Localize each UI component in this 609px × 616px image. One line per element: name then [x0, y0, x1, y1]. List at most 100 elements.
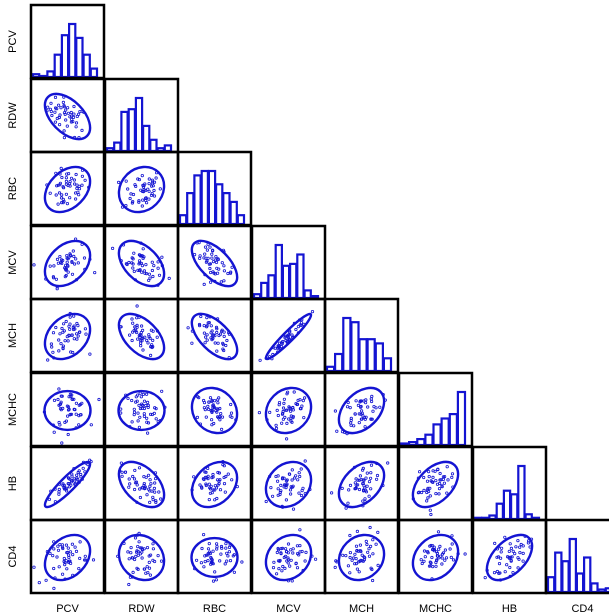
scatter-point-cd4-mcv	[280, 569, 284, 573]
scatter-point-mchc-rbc	[229, 411, 234, 415]
scatter-point-rbc-pcv	[69, 176, 74, 180]
scatter-point-mchc-mcv	[285, 390, 290, 394]
scatter-point-mchc-mch	[346, 400, 350, 405]
scatter-point-mcv-rdw	[141, 256, 145, 260]
scatter-point-cd4-rdw	[151, 542, 155, 546]
scatter-point-hb-rdw	[132, 477, 137, 481]
scatter-point-cd4-hb	[516, 566, 520, 570]
scatter-point-mcv-rdw	[137, 253, 141, 257]
scatter-point-cd4-rdw	[133, 557, 137, 562]
scatter-point-rbc-rdw	[158, 187, 162, 191]
scatter-point-mch-pcv	[84, 332, 88, 336]
scatter-point-hb-pcv	[70, 474, 74, 478]
scatter-point-cd4-rbc	[200, 546, 204, 551]
scatter-point-rdw-pcv	[71, 115, 76, 120]
scatter-point-cd4-hb	[511, 549, 515, 553]
scatter-point-rdw-pcv	[56, 103, 61, 107]
scatter-point-mch-pcv	[76, 334, 80, 338]
scatter-point-hb-rbc	[213, 488, 217, 492]
scatter-point-mch-pcv	[57, 349, 61, 353]
ellipse-mchc-pcv	[43, 389, 92, 432]
scatter-point-rbc-pcv	[68, 196, 72, 200]
scatter-point-cd4-rdw	[129, 545, 133, 550]
scatter-point-mch-rdw	[145, 338, 149, 342]
scatter-point-cd4-mch	[369, 566, 373, 570]
scatter-point-cd4-rbc	[225, 559, 229, 563]
scatter-point-mchc-mch	[371, 409, 375, 413]
scatter-point-mcv-rdw	[156, 266, 160, 270]
scatter-point-hb-rbc	[211, 488, 215, 492]
histogram-bar-rdw-0	[105, 147, 115, 153]
scatter-point-mchc-mch	[370, 394, 374, 398]
scatter-point-mch-rbc	[216, 341, 220, 345]
scatter-point-cd4-hb	[498, 556, 503, 560]
scatter-point-mch-rdw	[140, 324, 144, 328]
scatter-point-mcv-pcv	[65, 254, 69, 258]
scatter-point-mcv-pcv	[76, 261, 80, 265]
scatter-point-cd4-rdw	[127, 582, 131, 587]
histogram-bar-mcv-1	[260, 281, 269, 300]
scatter-point-hb-rdw	[138, 495, 142, 500]
scatter-point-mchc-mcv	[280, 421, 284, 425]
scatter-point-cd4-rbc	[195, 558, 199, 562]
scatter-point-hb-mcv	[269, 485, 273, 490]
scatter-point-cd4-mcv	[283, 554, 288, 559]
scatter-point-cd4-rdw	[131, 570, 135, 575]
scatter-point-cd4-mcv	[298, 543, 302, 548]
scatter-point-mcv-rbc	[208, 266, 212, 271]
scatter-point-hb-mcv	[275, 479, 280, 483]
scatter-point-rbc-pcv	[75, 186, 79, 190]
scatter-point-cd4-pcv	[74, 549, 79, 554]
scatter-point-mcv-rdw	[132, 251, 136, 255]
scatter-point-cd4-hb	[526, 541, 531, 545]
ellipse-mch-rdw	[117, 312, 166, 361]
scatter-point-rbc-pcv	[58, 181, 63, 185]
scatter-point-rdw-pcv	[66, 106, 70, 110]
scatter-point-mch-mcv	[279, 344, 284, 349]
panel-frame-mcv-pcv	[29, 224, 106, 301]
scatter-point-rbc-rdw	[131, 192, 136, 197]
scatter-point-mchc-mcv	[275, 408, 279, 412]
scatter-point-mcv-pcv	[73, 262, 77, 266]
scatter-point-mch-rdw	[151, 338, 155, 342]
scatter-point-mcv-pcv	[32, 263, 36, 267]
scatter-point-rdw-pcv	[62, 104, 66, 108]
scatter-point-hb-mchc	[450, 472, 455, 476]
scatter-point-rdw-pcv	[72, 104, 76, 109]
scatter-point-hb-mcv	[297, 491, 301, 495]
scatter-point-cd4-mcv	[297, 553, 301, 557]
scatter-point-hb-pcv	[57, 487, 61, 491]
scatter-point-cd4-rdw	[127, 557, 131, 561]
ellipse-mchc-rbc	[190, 386, 239, 435]
scatter-point-mchc-pcv	[66, 405, 71, 409]
scatter-point-cd4-hb	[499, 550, 503, 554]
scatter-point-rdw-pcv	[62, 136, 67, 140]
scatter-point-rbc-rdw	[154, 176, 158, 180]
histogram-bar-mcv-7	[303, 289, 312, 300]
scatter-point-cd4-mchc	[443, 548, 447, 552]
scatter-point-mchc-pcv	[57, 387, 61, 391]
scatter-point-hb-mchc	[428, 486, 432, 490]
scatter-point-mch-pcv	[61, 346, 65, 351]
scatter-point-mch-rdw	[143, 335, 147, 339]
scatter-point-rbc-rdw	[147, 197, 151, 201]
scatter-point-mch-rbc	[222, 334, 226, 338]
scatter-point-rdw-pcv	[74, 121, 79, 125]
ellipse-hb-mch	[337, 460, 386, 509]
scatter-point-mchc-pcv	[66, 408, 71, 412]
scatter-point-hb-mcv	[298, 474, 302, 479]
histogram-bar-mcv-4	[281, 264, 291, 300]
scatter-point-cd4-mch	[360, 553, 364, 557]
scatter-point-cd4-pcv	[57, 565, 61, 569]
scatter-point-mch-mcv	[280, 341, 285, 345]
scatter-point-mch-pcv	[64, 319, 68, 324]
scatter-point-rbc-rdw	[147, 177, 151, 181]
scatter-point-cd4-mcv	[300, 549, 304, 554]
ellipse-cd4-mcv	[264, 533, 313, 582]
scatter-point-cd4-pcv	[52, 547, 56, 551]
scatter-point-cd4-mch	[341, 553, 345, 557]
scatter-point-rbc-rdw	[130, 201, 134, 205]
scatter-point-cd4-mchc	[438, 544, 442, 549]
scatter-point-mchc-rdw	[132, 407, 136, 411]
scatter-point-rbc-pcv	[64, 192, 69, 196]
